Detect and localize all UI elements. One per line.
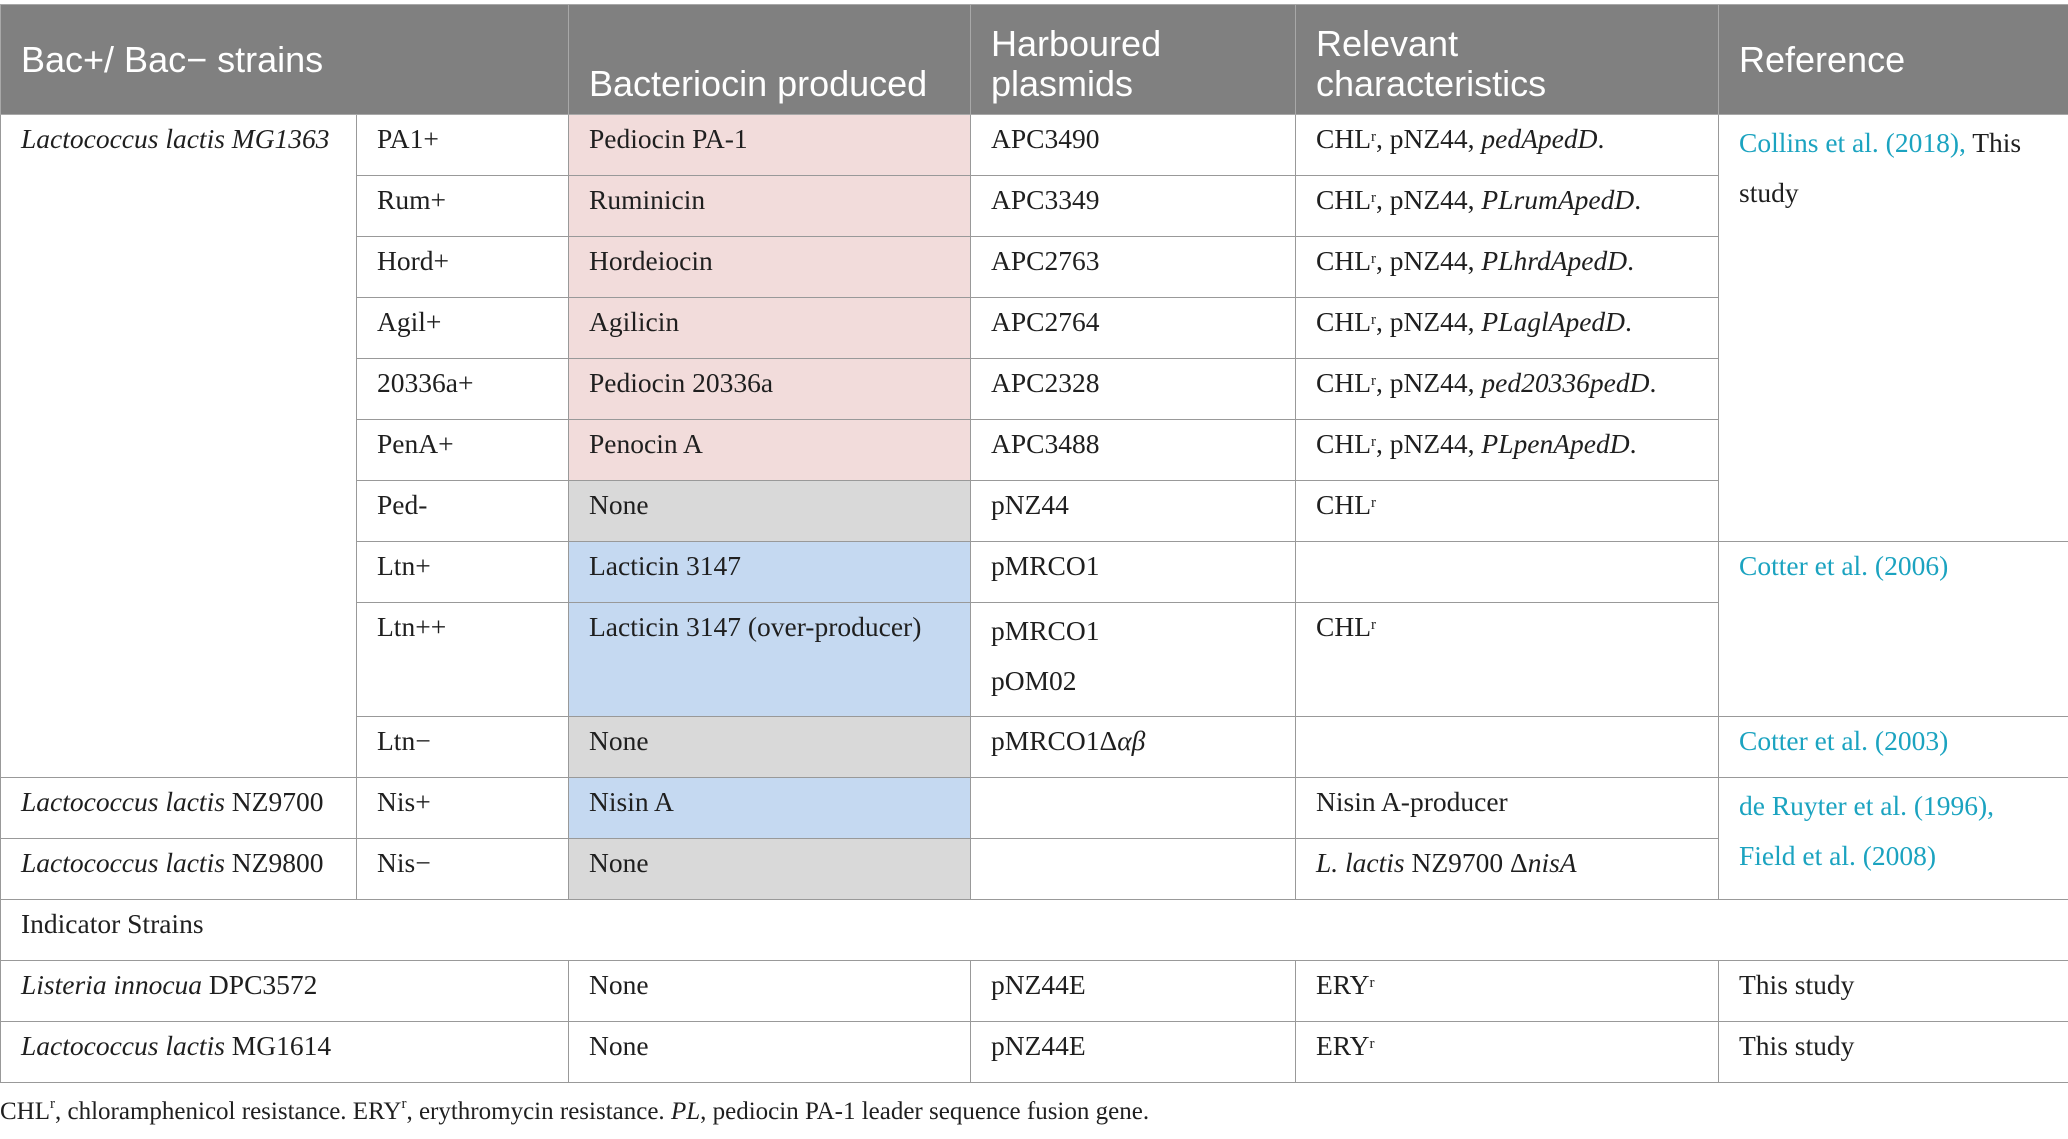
reference-cell: de Ruyter et al. (1996), Field et al. (20… xyxy=(1718,777,2068,900)
strain-code: Ped- xyxy=(356,480,569,542)
plasmid-cell: APC3488 xyxy=(970,419,1296,481)
strain-code: Ltn− xyxy=(356,716,569,778)
bacteriocin-cell: Penocin A xyxy=(568,419,971,481)
characteristics-cell: CHLr, pNZ44, ped20336pedD. xyxy=(1295,358,1719,420)
table-row: Ped- None pNZ44 CHLr xyxy=(1,480,2068,542)
strain-code: Rum+ xyxy=(356,175,569,237)
characteristics-cell: CHLr xyxy=(1295,602,1719,717)
strain-code: PA1+ xyxy=(356,114,569,176)
table-row: Listeria innocua DPC3572 None pNZ44E ERY… xyxy=(0,960,2068,1022)
strain-mg1363: Lactococcus lactis MG1363 xyxy=(0,114,357,778)
strain-name: Listeria innocua DPC3572 xyxy=(0,960,569,1022)
strain-code: Ltn+ xyxy=(356,541,569,603)
characteristics-cell: ERYr xyxy=(1295,960,1719,1022)
field-2008-link[interactable]: Field et al. (2008) xyxy=(1739,840,1937,871)
plasmid-cell: APC3490 xyxy=(970,114,1296,176)
table-row: Lactococcus lactis MG1363 PA1+ Pediocin … xyxy=(0,114,2068,778)
plasmid-cell: pMRCO1 xyxy=(970,541,1296,603)
table-row: Agil+ Agilicin APC2764 CHLr, pNZ44, PLag… xyxy=(1,297,2068,359)
characteristics-cell: CHLr, pNZ44, PLpenApedD. xyxy=(1295,419,1719,481)
plasmid-cell xyxy=(970,838,1296,900)
table-row: PenA+ Penocin A APC3488 CHLr, pNZ44, PLp… xyxy=(1,419,2068,481)
table-row: Ltn++ Lacticin 3147 (over-producer) pMRC… xyxy=(1,602,2068,717)
table-row: Ltn+ Lacticin 3147 pMRCO1 Cotter et al. … xyxy=(1,541,2068,717)
table-footnote: CHLr, chloramphenicol resistance. ERYr, … xyxy=(0,1096,1150,1125)
bacteriocin-cell: Pediocin 20336a xyxy=(568,358,971,420)
characteristics-cell: CHLr xyxy=(1295,480,1719,542)
bacteriocin-cell: None xyxy=(568,480,971,542)
plasmid-cell: APC2763 xyxy=(970,236,1296,298)
indicator-section-label: Indicator Strains xyxy=(0,899,2068,961)
header-reference: Reference xyxy=(1718,4,2068,115)
plasmid-cell: pMRCO1 pOM02 xyxy=(970,602,1296,717)
plasmid-cell: APC3349 xyxy=(970,175,1296,237)
strain-species: Lactococcus lactis MG1363 xyxy=(21,123,330,154)
header-characteristics: Relevant characteristics xyxy=(1295,4,1719,115)
bacteriocin-cell: None xyxy=(568,1021,971,1083)
de-ruyter-1996-link[interactable]: de Ruyter et al. (1996), xyxy=(1739,790,1995,821)
strain-name: Lactococcus lactis NZ9800 xyxy=(0,838,357,900)
cotter-2003-link[interactable]: Cotter et al. (2003) xyxy=(1739,725,1949,756)
plasmid-cell: APC2764 xyxy=(970,297,1296,359)
table-row: Lactococcus lactis NZ9700 Nis+ Nisin A N… xyxy=(0,777,2068,900)
bacteriocin-cell: None xyxy=(568,960,971,1022)
strain-code: Nis− xyxy=(356,838,569,900)
plasmid-cell: pMRCO1Δαβ xyxy=(970,716,1296,778)
section-row: Indicator Strains xyxy=(0,899,2068,961)
plasmid-cell: pNZ44E xyxy=(970,1021,1296,1083)
table-row: Ltn− None pMRCO1Δαβ Cotter et al. (2003) xyxy=(1,716,2068,778)
plasmid-cell: pNZ44E xyxy=(970,960,1296,1022)
bacteriocin-cell: None xyxy=(568,716,971,778)
strain-code: Ltn++ xyxy=(356,602,569,717)
strains-table: Bac+/ Bac− strains Bacteriocin produced … xyxy=(0,4,2068,1083)
header-row: Bac+/ Bac− strains Bacteriocin produced … xyxy=(0,4,2068,115)
characteristics-cell: CHLr, pNZ44, PLhrdApedD. xyxy=(1295,236,1719,298)
strain-code: PenA+ xyxy=(356,419,569,481)
collins-2018-link[interactable]: Collins et al. (2018), xyxy=(1739,127,1966,158)
reference-cell: This study xyxy=(1718,960,2068,1022)
reference-cell: This study xyxy=(1718,1021,2068,1083)
bacteriocin-cell: Ruminicin xyxy=(568,175,971,237)
plasmid-cell xyxy=(970,777,1296,839)
table-row: Lactococcus lactis MG1614 None pNZ44E ER… xyxy=(0,1021,2068,1083)
strain-name: Lactococcus lactis NZ9700 xyxy=(0,777,357,839)
bacteriocin-cell: Lacticin 3147 xyxy=(568,541,971,603)
strain-code: 20336a+ xyxy=(356,358,569,420)
strain-code: Agil+ xyxy=(356,297,569,359)
bacteriocin-cell: Nisin A xyxy=(568,777,971,839)
reference-cell: Cotter et al. (2003) xyxy=(1718,716,2068,778)
characteristics-cell: Nisin A-producer xyxy=(1295,777,1719,839)
table-row: Hord+ Hordeiocin APC2763 CHLr, pNZ44, PL… xyxy=(1,236,2068,298)
header-strains: Bac+/ Bac− strains xyxy=(0,4,569,115)
reference-cell: Collins et al. (2018), This study xyxy=(1718,114,2068,542)
characteristics-cell: CHLr, pNZ44, PLrumApedD. xyxy=(1295,175,1719,237)
characteristics-cell: ERYr xyxy=(1295,1021,1719,1083)
strain-code: Hord+ xyxy=(356,236,569,298)
plasmid-cell: pNZ44 xyxy=(970,480,1296,542)
bacteriocin-cell: None xyxy=(568,838,971,900)
table-row: 20336a+ Pediocin 20336a APC2328 CHLr, pN… xyxy=(1,358,2068,420)
header-plasmids: Harboured plasmids xyxy=(970,4,1296,115)
characteristics-cell: L. lactis NZ9700 ΔnisA xyxy=(1295,838,1719,900)
characteristics-cell xyxy=(1295,716,1719,778)
table-row: Lactococcus lactis NZ9800 Nis− None L. l… xyxy=(0,838,2068,900)
bacteriocin-cell: Agilicin xyxy=(568,297,971,359)
cotter-2006-link[interactable]: Cotter et al. (2006) xyxy=(1739,550,1949,581)
characteristics-cell: CHLr, pNZ44, pedApedD. xyxy=(1295,114,1719,176)
header-bacteriocin: Bacteriocin produced xyxy=(568,4,971,115)
characteristics-cell xyxy=(1295,541,1719,603)
strain-code: Nis+ xyxy=(356,777,569,839)
characteristics-cell: CHLr, pNZ44, PLaglApedD. xyxy=(1295,297,1719,359)
bacteriocin-cell: Pediocin PA-1 xyxy=(568,114,971,176)
bacteriocin-cell: Lacticin 3147 (over-producer) xyxy=(568,602,971,717)
reference-cell: Cotter et al. (2006) xyxy=(1718,541,2068,717)
strain-name: Lactococcus lactis MG1614 xyxy=(0,1021,569,1083)
bacteriocin-cell: Hordeiocin xyxy=(568,236,971,298)
plasmid-cell: APC2328 xyxy=(970,358,1296,420)
